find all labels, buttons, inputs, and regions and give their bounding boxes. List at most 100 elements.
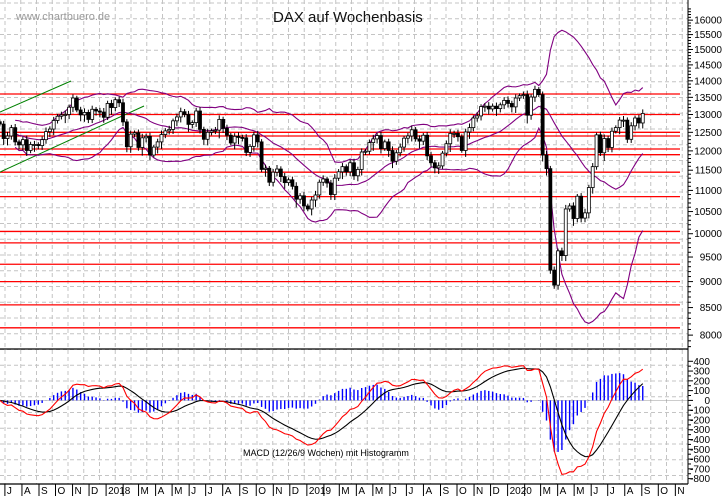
candle-body — [298, 195, 303, 200]
y-tick-label: 12000 — [694, 146, 722, 157]
candle — [263, 164, 268, 177]
candle — [432, 160, 437, 174]
candle-body — [90, 108, 95, 120]
candle-body — [482, 105, 487, 108]
x-tick-label: M — [341, 486, 349, 496]
candle-body — [352, 162, 356, 177]
candle-body — [552, 269, 557, 286]
candle — [5, 131, 10, 146]
candle-body — [225, 127, 229, 136]
candle-body — [98, 110, 102, 113]
candle — [244, 134, 249, 157]
candle-body — [124, 121, 129, 148]
candle-body — [336, 171, 341, 179]
bollinger-middle — [14, 105, 644, 190]
candle-body — [59, 114, 64, 117]
candle — [209, 128, 214, 136]
candle — [525, 90, 530, 124]
trend-line-upper — [0, 80, 72, 113]
candle — [159, 130, 164, 149]
x-tick-label: D — [91, 486, 98, 496]
candle-body — [348, 162, 353, 173]
candle — [413, 127, 418, 142]
candle — [382, 139, 387, 151]
candle-body — [463, 131, 468, 151]
bollinger-lower — [14, 126, 644, 325]
candle-body — [159, 134, 164, 143]
candle — [452, 130, 457, 138]
candle-body — [248, 145, 252, 153]
candle-body — [436, 165, 441, 169]
x-tick-label: D — [493, 486, 500, 496]
candle-body — [317, 181, 322, 196]
candle-body — [109, 103, 114, 108]
x-tick-label: O — [660, 486, 668, 496]
candle — [217, 115, 222, 139]
candle-body — [182, 111, 187, 115]
candle-body — [417, 138, 422, 142]
candle — [475, 112, 480, 122]
candle — [402, 135, 406, 152]
candle-body — [20, 139, 25, 146]
candle — [47, 126, 52, 138]
y-tick-label: 13000 — [694, 110, 722, 121]
candle-body — [40, 139, 45, 147]
candle — [332, 174, 337, 201]
candle-body — [190, 122, 195, 125]
candle — [617, 116, 622, 135]
candle-body — [63, 114, 68, 116]
candle — [633, 115, 637, 131]
candle-body — [236, 135, 241, 138]
x-tick-label: N — [677, 486, 684, 496]
candle — [144, 133, 149, 143]
candle — [621, 116, 626, 127]
candle-body — [74, 97, 79, 111]
candle-body — [271, 171, 276, 183]
candle-body — [321, 178, 326, 183]
candle — [225, 124, 229, 141]
macd-y-tick-label: -300 — [690, 425, 710, 436]
candle-body — [548, 168, 553, 271]
candle — [194, 107, 199, 127]
candle-body — [363, 150, 368, 153]
y-tick-label: 10000 — [694, 229, 722, 240]
candle-body — [629, 125, 634, 140]
candle-body — [371, 138, 376, 144]
candle-body — [367, 142, 372, 152]
candle — [590, 163, 595, 194]
trend-channel — [0, 80, 145, 173]
candle — [506, 96, 510, 108]
y-tick-label: 10500 — [694, 207, 722, 218]
candle — [482, 103, 487, 112]
candle — [128, 130, 133, 153]
candle — [13, 124, 18, 146]
candle — [240, 134, 245, 142]
candle-body — [606, 138, 610, 148]
candle — [571, 202, 576, 226]
candle — [32, 140, 37, 152]
candle — [394, 150, 399, 165]
candle-body — [575, 195, 580, 219]
x-tick-label: J — [7, 486, 12, 496]
candle-body — [405, 135, 410, 139]
y-tick-label: 9000 — [700, 277, 723, 288]
candle — [498, 102, 503, 113]
x-tick-label: J — [408, 486, 413, 496]
candle — [82, 108, 87, 122]
horizontal-levels — [0, 93, 680, 329]
candle-body — [640, 113, 645, 124]
candle — [529, 94, 533, 120]
candle — [629, 122, 634, 143]
candle-body — [459, 136, 464, 151]
macd-y-tick-label: -200 — [690, 415, 710, 426]
candle — [278, 166, 283, 183]
candle-body — [294, 185, 299, 200]
candle-body — [613, 127, 618, 132]
candle — [448, 129, 453, 152]
candle-body — [213, 129, 218, 132]
candle-body — [498, 104, 503, 109]
candle-body — [394, 152, 399, 162]
candle-body — [513, 97, 518, 108]
x-tick-label: A — [225, 486, 232, 496]
candle-body — [536, 88, 541, 96]
